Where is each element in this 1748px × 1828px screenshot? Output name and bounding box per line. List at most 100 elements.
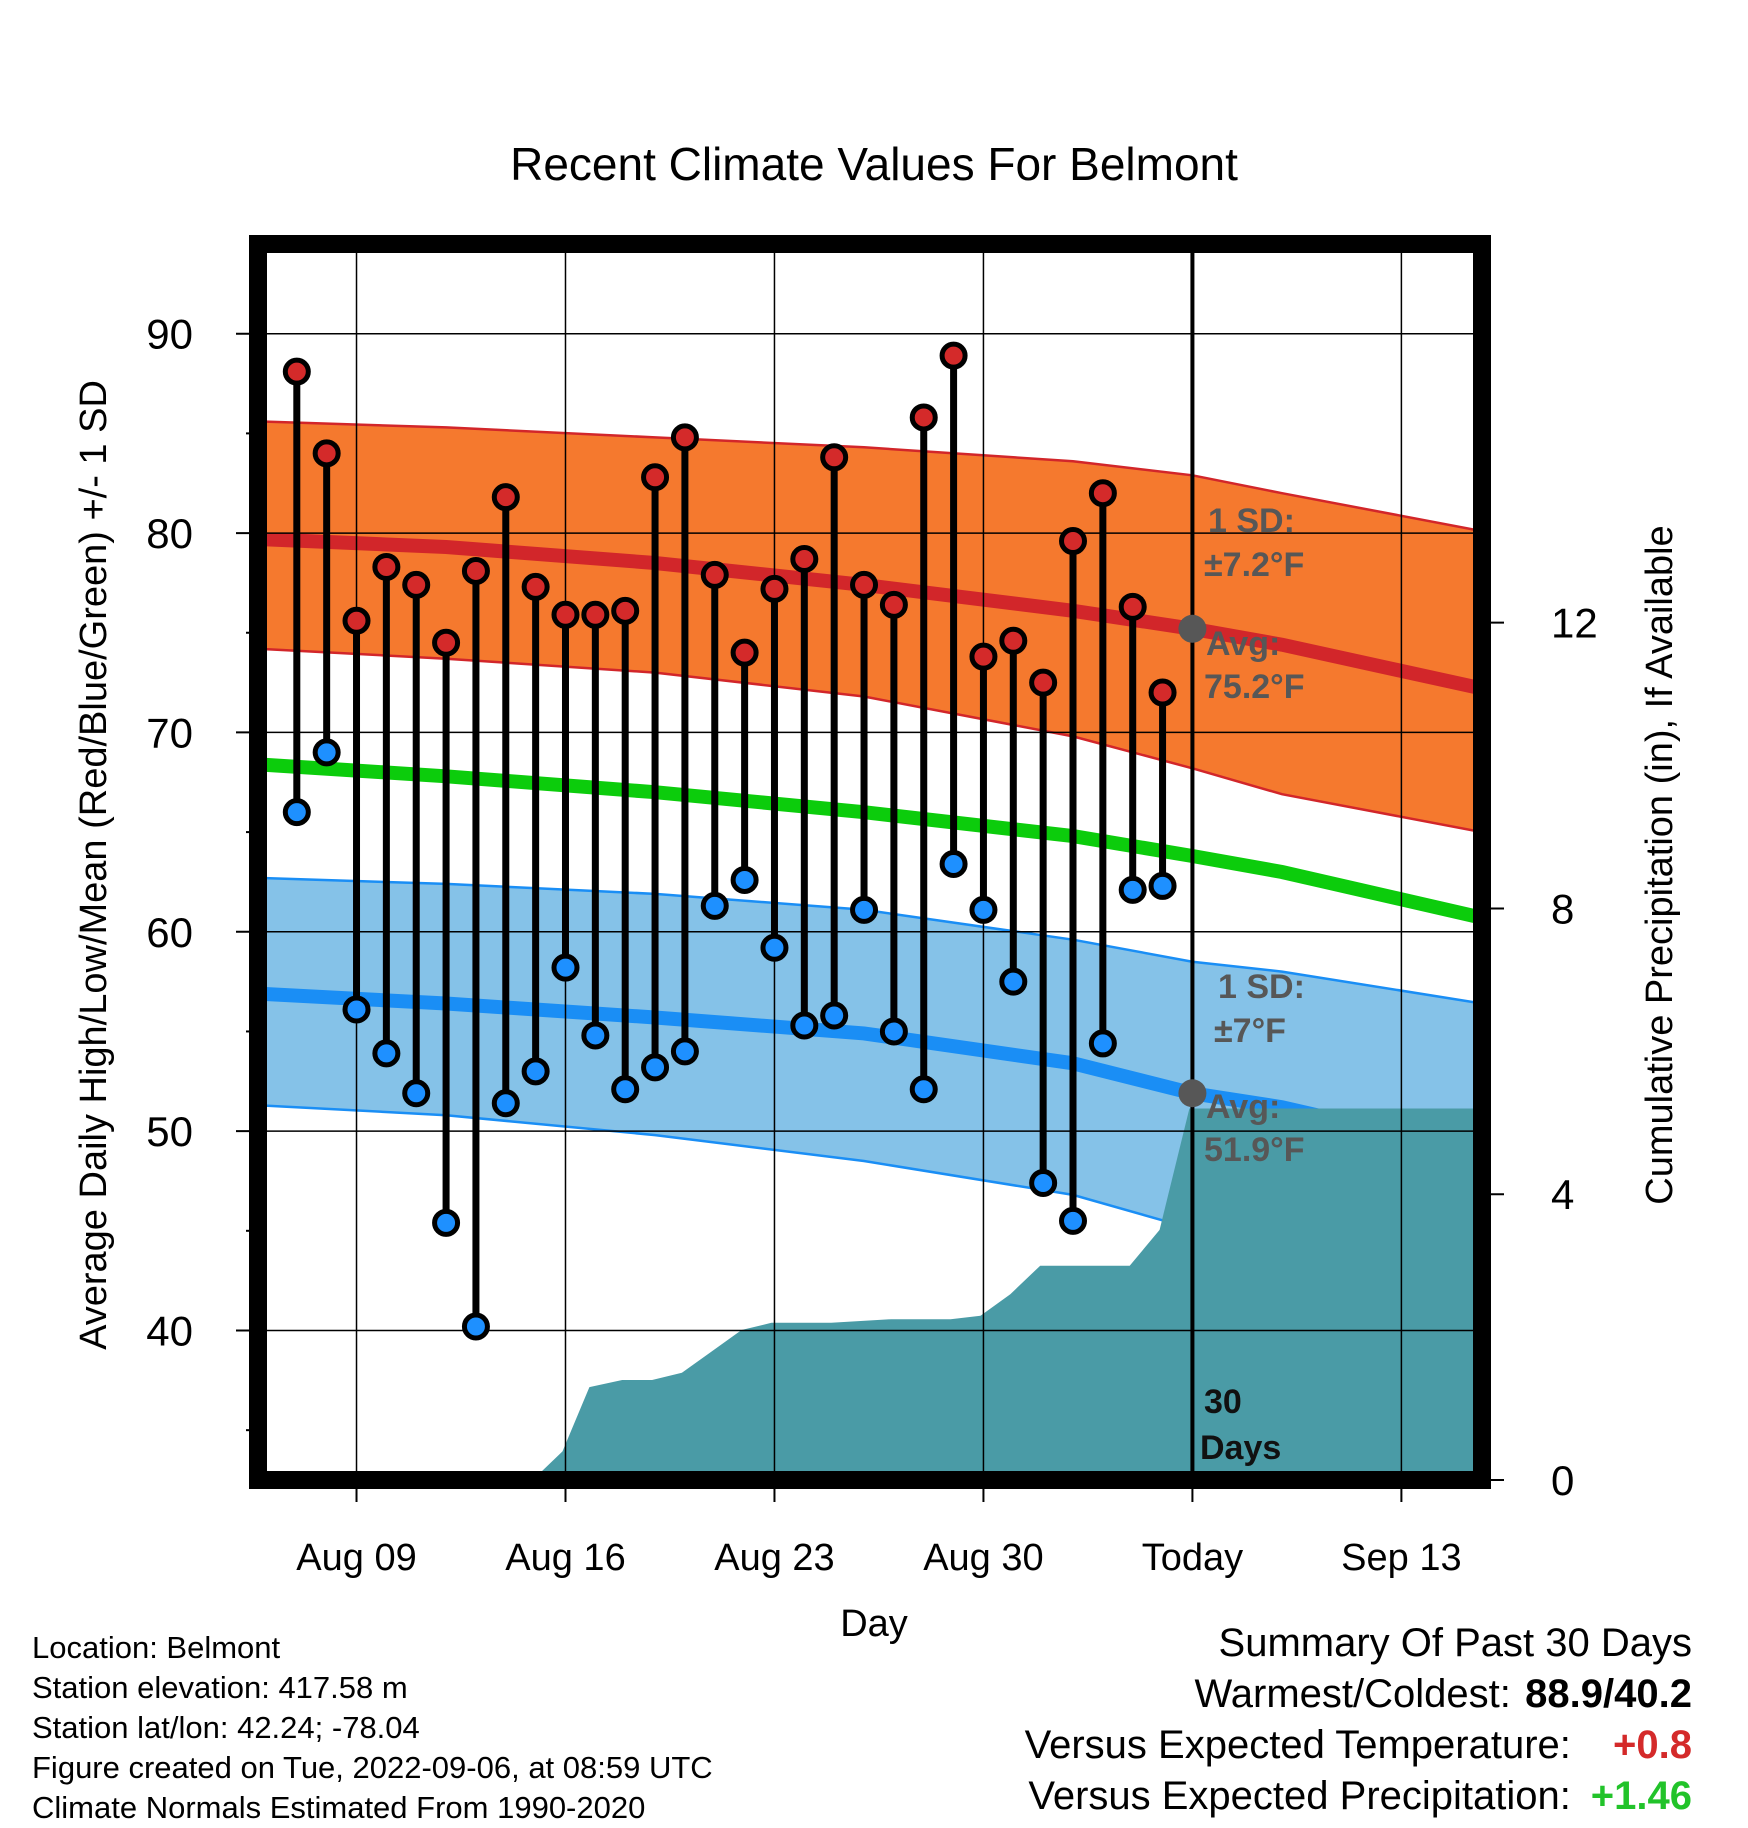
high-avg-label: Avg:: [1206, 625, 1280, 663]
low-sd-value: ±7°F: [1214, 1012, 1286, 1050]
y-tick-label: 40: [146, 1307, 193, 1354]
normal-mean-line: [258, 757, 1482, 925]
high-temp-point: [312, 439, 341, 468]
temp-departure-value: +0.8: [1613, 1723, 1692, 1767]
low-sd-label: 1 SD:: [1218, 968, 1305, 1006]
high-temp-point: [521, 572, 550, 601]
high-temp-point: [999, 626, 1028, 655]
y-tick-label: 90: [146, 311, 193, 358]
low-temp-point: [909, 1075, 938, 1104]
high-temp-point: [491, 483, 520, 512]
low-temp-point: [1148, 871, 1177, 900]
low-temp-point: [879, 1017, 908, 1046]
precip-departure-value: +1.46: [1590, 1774, 1692, 1818]
low-temp-point: [969, 895, 998, 924]
warmest-coldest-label: Warmest/Coldest:: [1194, 1672, 1511, 1716]
low-temp-point: [850, 895, 879, 924]
today-low-normal-marker: [1178, 1079, 1207, 1108]
y2-tick-label: 4: [1551, 1171, 1574, 1218]
low-temp-point: [312, 738, 341, 767]
high-temp-point: [1148, 678, 1177, 707]
elevation-text: Station elevation: 417.58 m: [32, 1670, 408, 1705]
high-temp-point: [611, 596, 640, 625]
y-tick-label: 80: [146, 510, 193, 557]
high-temp-point: [969, 642, 998, 671]
high-temp-point: [1088, 479, 1117, 508]
precip-area: [258, 1108, 1482, 1480]
normal-high-line: [258, 532, 1482, 696]
low-temp-point: [581, 1021, 610, 1050]
high-temp-point: [1059, 527, 1088, 556]
low-temp-point: [1088, 1029, 1117, 1058]
temp-departure-label: Versus Expected Temperature:: [1024, 1723, 1571, 1767]
summary-panel: Summary Of Past 30 Days Warmest/Coldest:…: [1025, 1618, 1692, 1822]
high-temp-point: [670, 423, 699, 452]
precip-departure-row: Versus Expected Precipitation: +1.46: [1025, 1771, 1692, 1822]
high-temp-point: [700, 560, 729, 589]
high-temp-point: [402, 570, 431, 599]
high-temp-point: [1029, 668, 1058, 697]
high-temp-point: [581, 600, 610, 629]
y-tick-label: 60: [146, 909, 193, 956]
x-tick-label: Aug 09: [296, 1537, 416, 1579]
high-temp-point: [939, 341, 968, 370]
summary-title: Summary Of Past 30 Days: [1218, 1621, 1692, 1665]
low-temp-point: [820, 1001, 849, 1030]
high-temp-point: [461, 556, 490, 585]
low-temp-point: [402, 1079, 431, 1108]
high-sd-label: 1 SD:: [1208, 502, 1295, 540]
low-avg-value: 51.9°F: [1204, 1131, 1305, 1169]
low-temp-point: [790, 1011, 819, 1040]
high-temp-point: [342, 606, 371, 635]
high-temp-point: [879, 590, 908, 619]
low-temp-point: [1059, 1206, 1088, 1235]
temp-departure-row: Versus Expected Temperature: +0.8: [1025, 1720, 1692, 1771]
high-temp-point: [909, 403, 938, 432]
y2-axis-label: Cumulative Precipitation (in), If Availa…: [1639, 525, 1681, 1204]
high-sd-value: ±7.2°F: [1204, 546, 1304, 584]
low-temp-point: [760, 933, 789, 962]
x-tick-label: Aug 30: [923, 1537, 1043, 1579]
station-info: Location: Belmont Station elevation: 417…: [32, 1628, 713, 1828]
low-temp-point: [700, 891, 729, 920]
high-temp-point: [372, 552, 401, 581]
normal-low-line: [258, 986, 1482, 1160]
high-temp-point: [551, 600, 580, 629]
low-temp-point: [282, 798, 311, 827]
y-axis-label: Average Daily High/Low/Mean (Red/Blue/Gr…: [73, 380, 115, 1350]
low-temp-point: [939, 849, 968, 878]
low-temp-point: [551, 953, 580, 982]
today-days-label: Days: [1200, 1429, 1281, 1467]
low-temp-point: [342, 995, 371, 1024]
low-temp-point: [432, 1208, 461, 1237]
low-temp-point: [641, 1053, 670, 1082]
high-temp-point: [1118, 592, 1147, 621]
plot-frame: [249, 235, 1491, 1489]
y2-tick-label: 12: [1551, 600, 1598, 647]
low-temp-point: [521, 1057, 550, 1086]
low-temp-point: [670, 1037, 699, 1066]
low-sd-upper-line: [258, 876, 1482, 1005]
low-temp-point: [491, 1089, 520, 1118]
normals-text: Climate Normals Estimated From 1990-2020: [32, 1790, 646, 1825]
latlon-text: Station lat/lon: 42.24; -78.04: [32, 1710, 420, 1745]
y-tick-label: 70: [146, 709, 193, 756]
low-temp-point: [461, 1312, 490, 1341]
x-tick-label: Aug 16: [505, 1537, 625, 1579]
plot-area: [258, 244, 1482, 1480]
y2-tick-label: 0: [1551, 1457, 1574, 1504]
low-temp-point: [730, 865, 759, 894]
low-temp-point: [372, 1039, 401, 1068]
high-sd-band: [258, 421, 1482, 833]
high-avg-value: 75.2°F: [1204, 668, 1305, 706]
low-temp-point: [999, 967, 1028, 996]
high-temp-point: [432, 628, 461, 657]
low-temp-point: [1029, 1168, 1058, 1197]
low-temp-point: [611, 1075, 640, 1104]
x-axis-label: Day: [840, 1603, 908, 1645]
chart-title: Recent Climate Values For Belmont: [510, 138, 1238, 190]
warmest-coldest-value: 88.9/40.2: [1525, 1672, 1692, 1716]
x-tick-label: Today: [1142, 1537, 1243, 1579]
today-high-normal-marker: [1178, 614, 1207, 643]
